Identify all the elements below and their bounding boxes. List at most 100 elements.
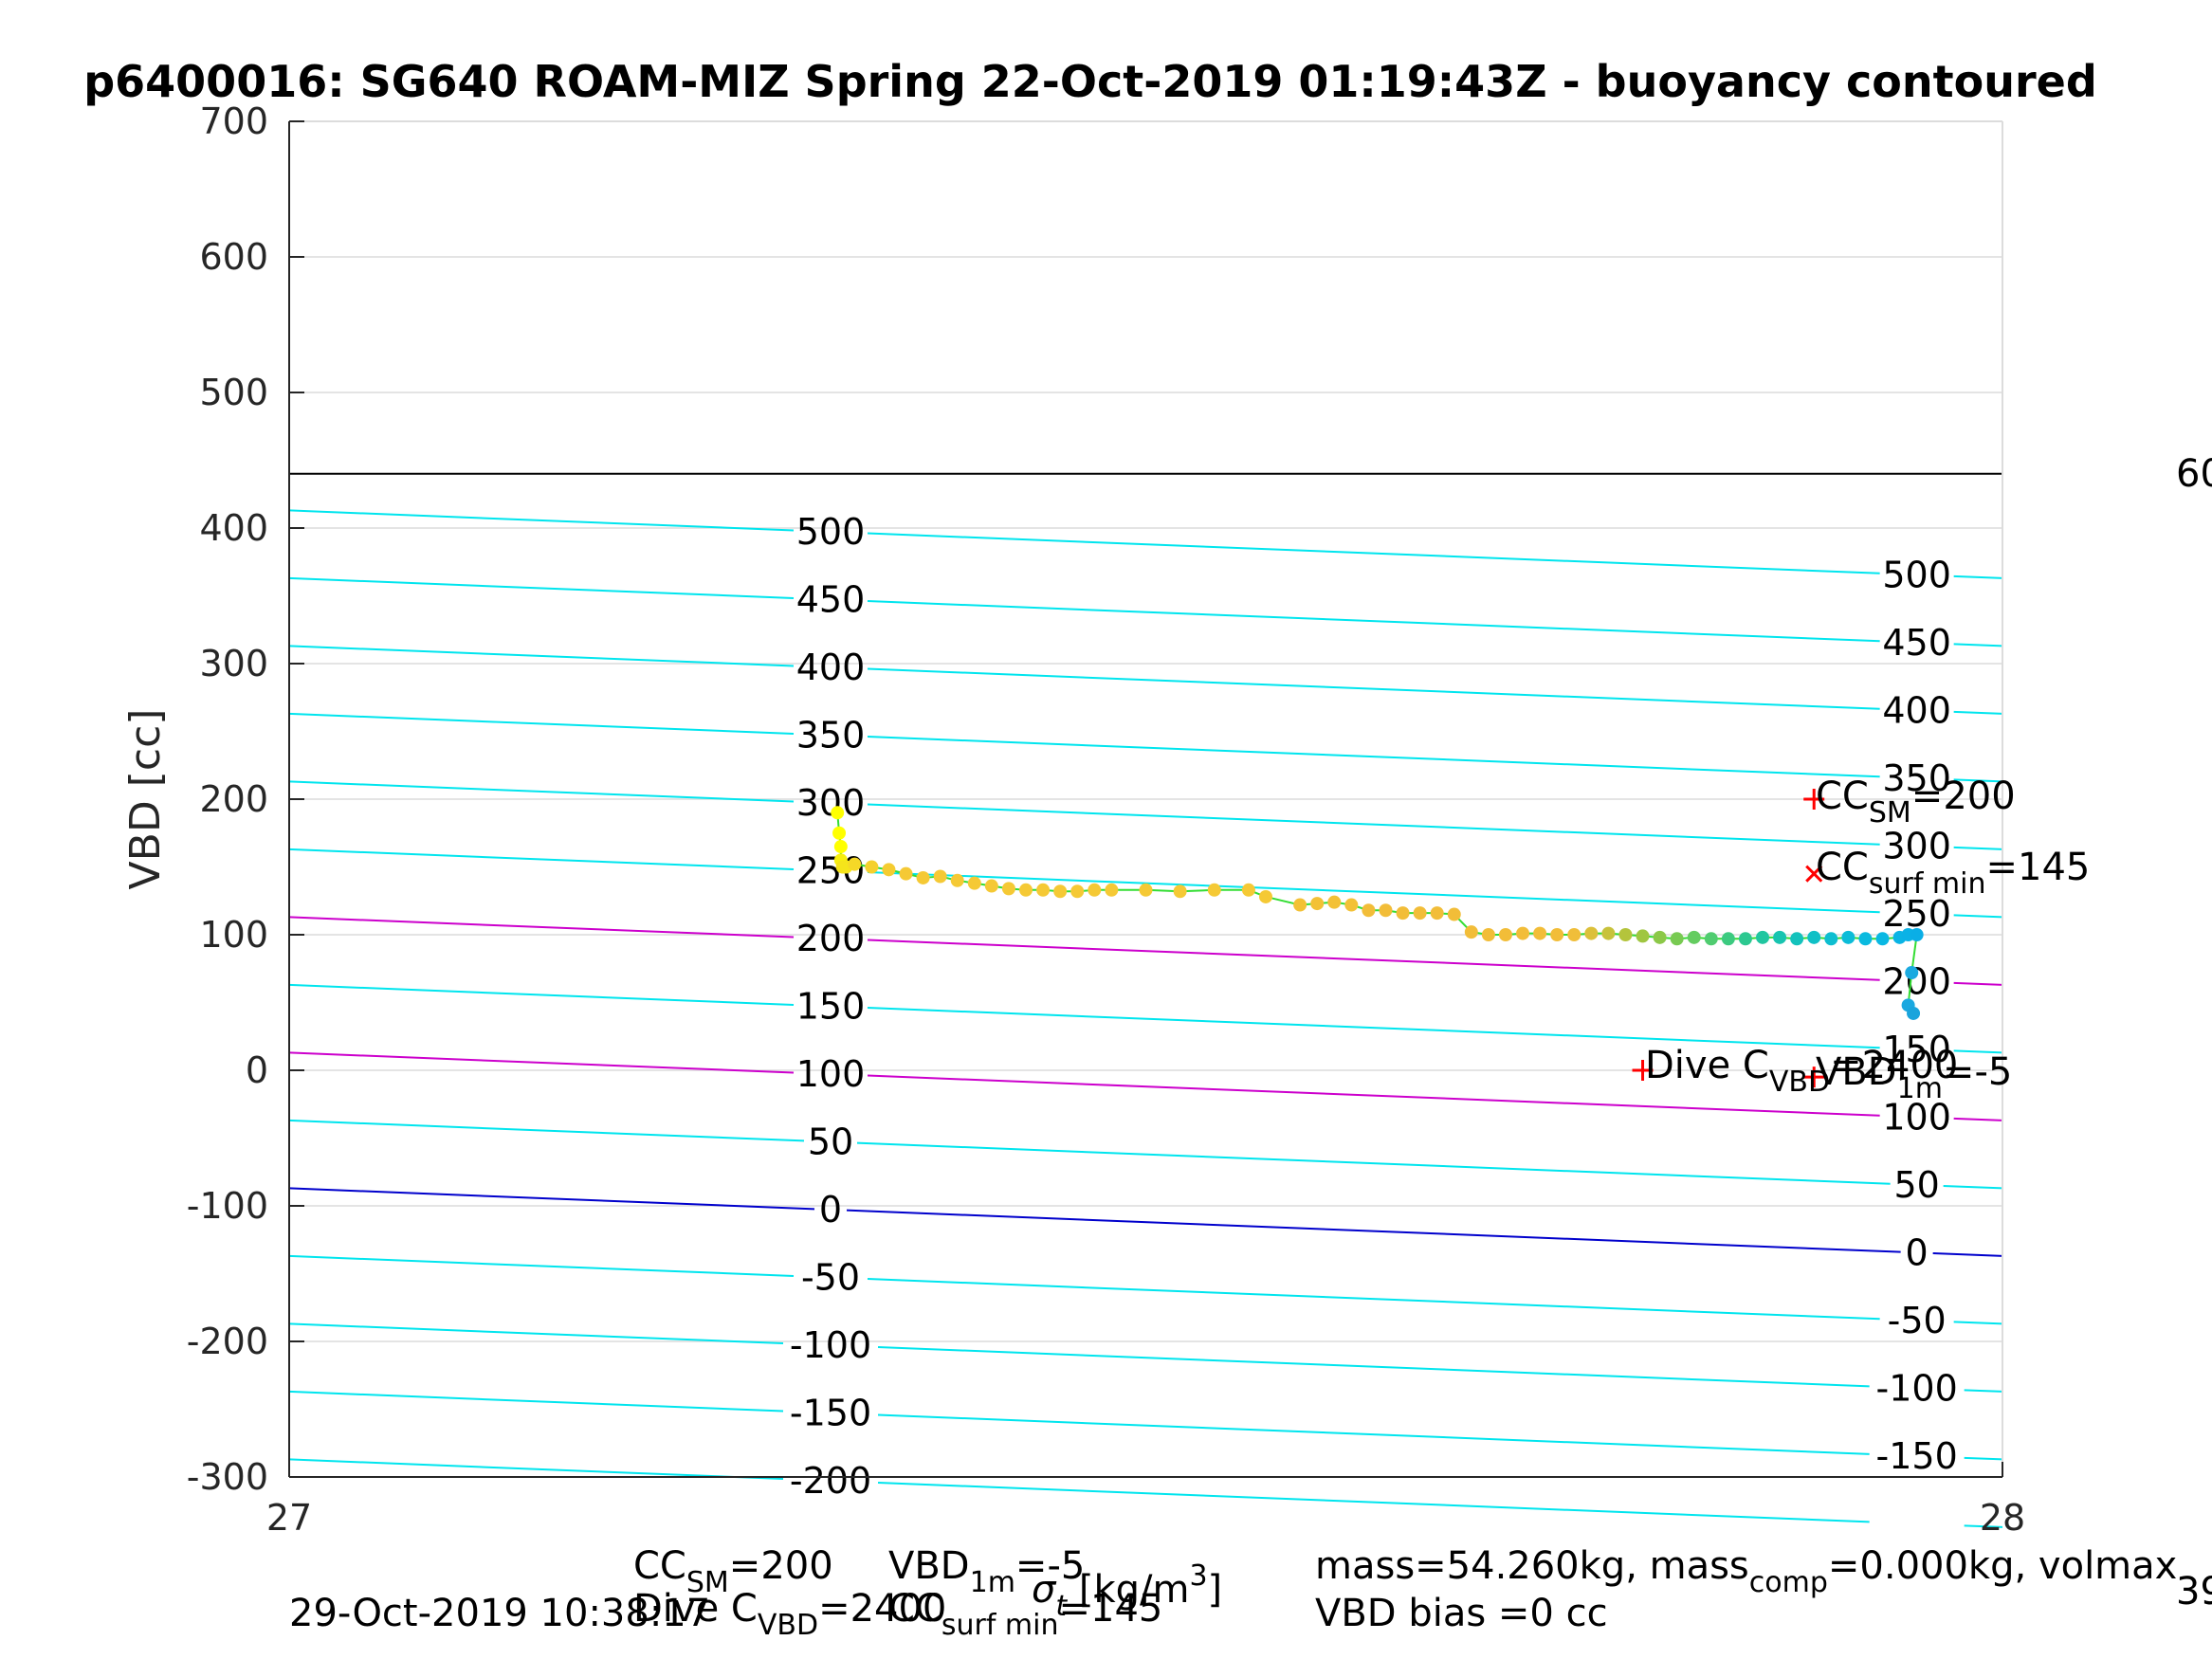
- contour-line: [288, 1051, 795, 1074]
- data-point: [1910, 928, 1924, 941]
- contour-line: [1943, 1184, 2003, 1190]
- data-point: [831, 806, 845, 820]
- mass-info: mass=54.260kg, masscomp=0.000kg, volmax: [1315, 1544, 2177, 1599]
- contour-label-left: 300: [796, 782, 866, 824]
- contour-label-right: 50: [1893, 1164, 1939, 1206]
- data-point: [1379, 903, 1393, 918]
- contour-line: [288, 1390, 784, 1413]
- markers: [1632, 789, 1825, 1088]
- data-point: [1533, 926, 1547, 940]
- x-tick-labels: 27 28: [266, 1462, 2025, 1539]
- contour-line: [1953, 643, 2003, 647]
- data-point: [1618, 928, 1633, 941]
- contour-label-left: 150: [796, 986, 866, 1028]
- data-point: [1362, 903, 1376, 918]
- y-tick-label: 300: [199, 643, 268, 684]
- x-axis-label: σt [kg/m3]: [1032, 1559, 1222, 1623]
- data-point: [933, 869, 947, 884]
- data-point: [1464, 925, 1478, 939]
- contour-label-right: 150: [1882, 1029, 1951, 1070]
- contour-label-left: -150: [790, 1393, 871, 1434]
- data-point: [1310, 897, 1325, 911]
- y-tick-labels: -300 -200 -100 0 100 200 300 400 500 600 700: [187, 100, 304, 1498]
- contour-line: [867, 871, 1880, 914]
- contour-line: [288, 576, 795, 599]
- contour-line: [288, 916, 795, 939]
- data-point: [1413, 906, 1427, 921]
- y-tick-label: 100: [199, 914, 268, 956]
- data-point: [1070, 884, 1085, 899]
- contour-line: [1964, 1389, 2003, 1393]
- y-tick-label: 200: [199, 778, 268, 820]
- data-point: [916, 870, 930, 884]
- contour-line: [1953, 1117, 2003, 1121]
- y-tick-label: 400: [199, 507, 268, 549]
- contour-line: [288, 1187, 815, 1211]
- data-point: [1773, 930, 1787, 944]
- contour-line: [1953, 981, 2003, 986]
- cc-sm-footer: CCSM=200: [633, 1544, 833, 1599]
- data-point: [1001, 882, 1015, 896]
- data-point: [1139, 883, 1153, 897]
- data-point: [1396, 906, 1410, 921]
- contour-line: [867, 803, 1880, 846]
- contour-label-right: 250: [1882, 893, 1951, 935]
- contour-label-right: 400: [1882, 689, 1951, 731]
- data-point: [1584, 926, 1599, 940]
- contour-line: [288, 1322, 784, 1345]
- contour-label-right: 100: [1882, 1096, 1951, 1138]
- contour-line: [856, 1141, 1891, 1185]
- data-point: [1258, 889, 1272, 903]
- contour-line: [288, 712, 795, 735]
- data-point: [1687, 930, 1701, 944]
- contour-line: [846, 1209, 1901, 1253]
- contour-label-left: 50: [808, 1121, 853, 1163]
- data-point: [1824, 932, 1838, 946]
- chart-title: p6400016: SG640 ROAM-MIZ Spring 22-Oct-2…: [83, 56, 2097, 107]
- data-point: [1481, 928, 1495, 941]
- vbd-1m-footer: VBD1m=-5: [888, 1544, 1085, 1599]
- data-series: [831, 806, 1924, 1020]
- contour-line: [1953, 1321, 2003, 1325]
- data-point: [848, 857, 862, 871]
- data-point: [1498, 928, 1512, 941]
- data-point: [1807, 930, 1821, 944]
- contour-line: [288, 1458, 784, 1481]
- contour-line: [1953, 1049, 2003, 1054]
- data-point: [1875, 932, 1890, 946]
- contour-label-left: -200: [790, 1460, 871, 1502]
- right-edge-top-label: 60: [2176, 452, 2212, 496]
- y-tick-label: 500: [199, 372, 268, 413]
- data-point: [882, 863, 896, 877]
- y-tick-label: -300: [187, 1456, 268, 1498]
- data-point: [1088, 883, 1102, 897]
- contour-label-left: 100: [796, 1053, 866, 1095]
- x-tick-label: 28: [1980, 1497, 2025, 1539]
- data-point: [984, 879, 998, 893]
- data-point: [1173, 884, 1187, 899]
- data-point: [1721, 932, 1735, 946]
- data-point: [1447, 907, 1461, 921]
- y-tick-label: 600: [199, 236, 268, 278]
- contour-line: [1964, 1524, 2003, 1528]
- contour-line: [867, 600, 1880, 643]
- data-point: [1207, 883, 1221, 897]
- contour-label-left: -50: [801, 1257, 860, 1299]
- x-tick-label: 27: [266, 1497, 312, 1539]
- data-point: [1601, 926, 1616, 940]
- timestamp: 29-Oct-2019 10:38:17: [289, 1592, 710, 1635]
- contour-line: [867, 1278, 1880, 1321]
- contour-line: [867, 1074, 1880, 1117]
- data-point: [1905, 966, 1919, 980]
- contour-label-right: 300: [1882, 825, 1951, 866]
- grid: [289, 120, 2002, 1478]
- contour-label-left: -100: [790, 1324, 871, 1366]
- data-point: [1516, 926, 1530, 940]
- data-point: [950, 873, 964, 887]
- cc-surf-min-footer: CCsurf min=145: [888, 1587, 1162, 1642]
- data-point: [1327, 895, 1342, 909]
- contour-line: [867, 1007, 1880, 1049]
- contour-line: [867, 736, 1880, 778]
- data-point: [1858, 932, 1873, 946]
- dive-c-vbd-annotation: Dive CVBD=2400: [1645, 1044, 1958, 1099]
